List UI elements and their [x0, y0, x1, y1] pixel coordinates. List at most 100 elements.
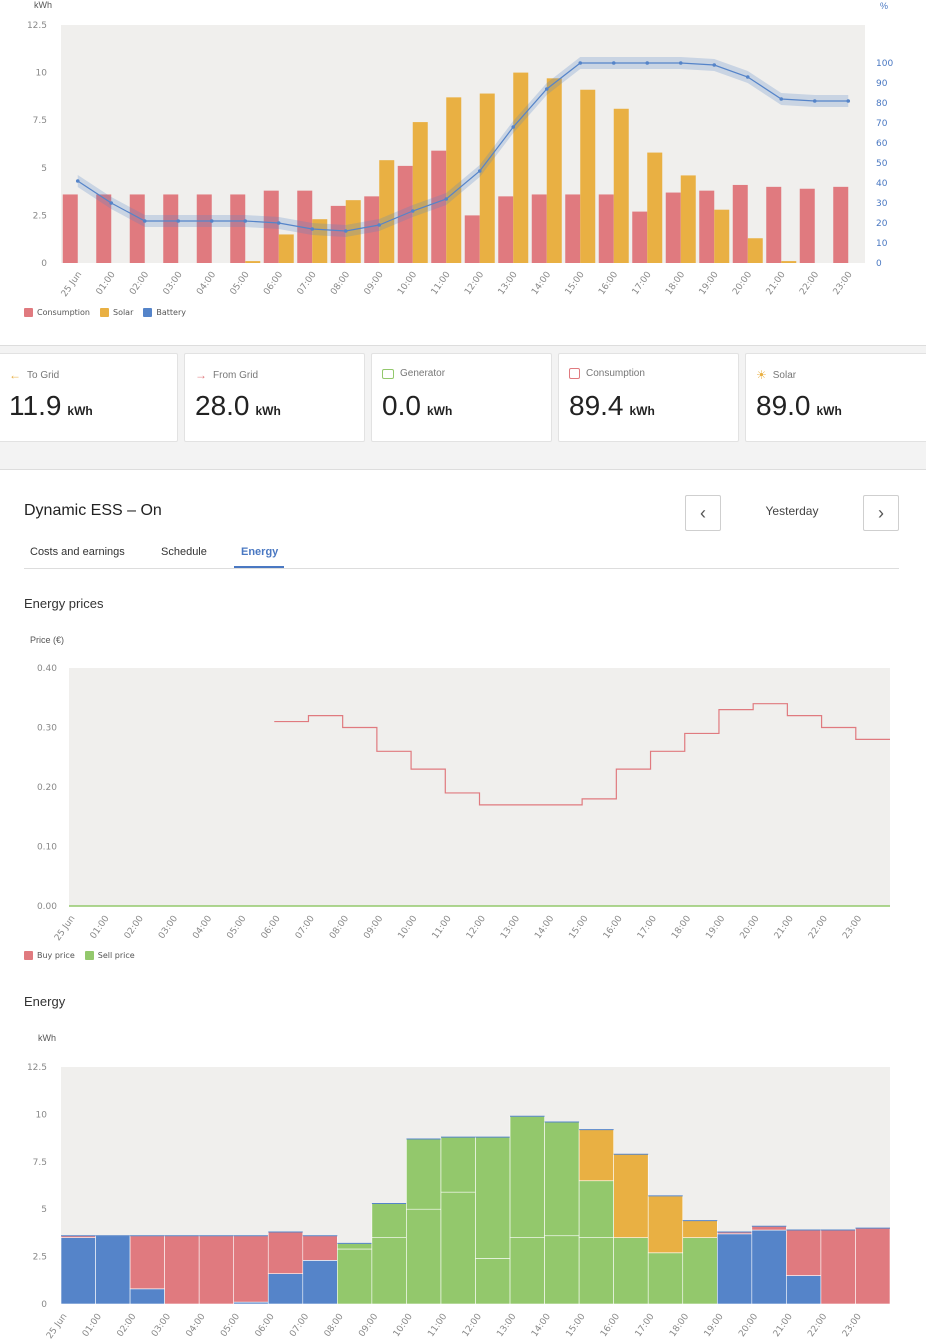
stat-card-solar[interactable]: ☀ Solar 89.0 kWh	[745, 353, 926, 442]
consumption-bar	[565, 194, 581, 263]
ess-title: Dynamic ESS – On	[24, 502, 162, 519]
battery-point	[544, 87, 549, 91]
energy-segment	[440, 1191, 476, 1305]
x-tick-label: 06:00	[254, 1312, 277, 1339]
battery-point	[779, 97, 784, 101]
tab-costs-and-earnings[interactable]: Costs and earnings	[30, 546, 125, 558]
consumption-bar	[766, 186, 782, 263]
legend-swatch-consumption	[24, 308, 33, 317]
stat-title: Consumption	[569, 368, 645, 379]
x-tick-label: 04:00	[195, 270, 218, 297]
previous-day-button[interactable]: ‹	[685, 495, 721, 531]
battery-point	[444, 197, 449, 201]
y-tick-label: 5	[41, 1205, 47, 1215]
solar-bar	[412, 122, 428, 263]
y-tick-label: 7.5	[33, 116, 47, 126]
buy-price-line	[274, 703, 890, 806]
energy-segment	[578, 1129, 614, 1182]
x-tick-label: 05:00	[225, 914, 248, 941]
x-tick-label: 15:00	[565, 1312, 588, 1339]
x-tick-label: 17:00	[636, 914, 659, 941]
prices-legend: Buy price Sell price	[24, 951, 135, 960]
solar-bar	[513, 72, 529, 263]
x-tick-label: 01:00	[89, 914, 112, 941]
x-tick-label: 10:00	[396, 914, 419, 941]
x-tick-label: 20:00	[739, 914, 762, 941]
battery-point	[377, 223, 382, 227]
x-tick-label: 09:00	[363, 270, 386, 297]
legend-buy-price[interactable]: Buy price	[24, 951, 75, 960]
energy-segment	[855, 1227, 891, 1305]
stat-card-from-grid[interactable]: → From Grid 28.0 kWh	[184, 353, 365, 442]
energy-segment	[544, 1235, 580, 1305]
legend-consumption[interactable]: Consumption	[24, 308, 90, 317]
legend-swatch-solar	[99, 308, 109, 317]
stat-value: 28.0 kWh	[195, 390, 281, 422]
x-tick-label: 14:00	[530, 270, 553, 297]
x-tick-label: 06:00	[260, 914, 283, 941]
y2-tick-label: 100	[876, 59, 893, 69]
y2-tick-label: 10	[876, 239, 888, 249]
arrow-right-icon: →	[195, 368, 207, 382]
tab-schedule[interactable]: Schedule	[161, 546, 207, 558]
x-tick-label: 03:00	[150, 1312, 173, 1339]
x-tick-label: 13:00	[497, 270, 520, 297]
tab-energy[interactable]: Energy	[241, 546, 279, 558]
x-tick-label: 11:00	[430, 270, 453, 297]
x-tick-label: 13:00	[499, 914, 522, 941]
battery-point	[310, 227, 315, 231]
consumption-bar	[632, 211, 648, 263]
energy-segment	[267, 1231, 304, 1274]
stat-title: ← To Grid	[9, 368, 59, 382]
battery-point	[578, 61, 583, 65]
x-tick-label: 22:00	[806, 1312, 829, 1339]
x-tick-label: 17:00	[631, 270, 654, 297]
energy-segment	[406, 1138, 442, 1210]
energy-y-unit: kWh	[38, 1033, 56, 1043]
y-tick-label: 0.00	[37, 902, 57, 912]
stat-value-number: 89.0	[756, 390, 811, 421]
solar-bar	[546, 78, 562, 263]
consumption-bar	[531, 194, 547, 263]
price-y-unit: Price (€)	[30, 635, 65, 645]
y2-tick-label: 50	[876, 159, 888, 169]
battery-point	[410, 209, 415, 213]
legend-battery[interactable]: Battery	[143, 308, 186, 317]
legend-sell-price[interactable]: Sell price	[84, 951, 135, 960]
y2-tick-label: 60	[876, 139, 888, 149]
x-tick-label: 04:00	[185, 1312, 208, 1339]
stat-card-consumption[interactable]: Consumption 89.4 kWh	[558, 353, 739, 442]
x-tick-label: 21:00	[772, 1312, 795, 1339]
battery-point	[812, 99, 817, 103]
energy-segment	[544, 1121, 580, 1237]
x-tick-label: 22:00	[807, 914, 830, 941]
stat-value-number: 89.4	[569, 390, 624, 421]
stat-title-text: Consumption	[586, 368, 645, 379]
stat-title-text: Generator	[400, 368, 446, 379]
stat-card-to-grid[interactable]: ← To Grid 11.9 kWh	[0, 353, 178, 442]
x-tick-label: 07:00	[288, 1312, 311, 1339]
energy-segment	[509, 1237, 545, 1305]
stat-card-generator[interactable]: Generator 0.0 kWh	[371, 353, 552, 442]
legend-solar[interactable]: Solar	[99, 308, 133, 317]
y2-tick-label: 40	[876, 179, 888, 189]
stat-value-number: 28.0	[195, 390, 250, 421]
consumption-bar	[732, 184, 748, 263]
consumption-bar	[464, 215, 480, 263]
active-tab-indicator	[234, 566, 284, 568]
next-day-button[interactable]: ›	[863, 495, 899, 531]
y-tick-label: 0.40	[37, 664, 57, 674]
consumption-bar	[431, 150, 447, 263]
y-tick-label: 12.5	[27, 1063, 47, 1073]
energy-segment	[302, 1235, 338, 1261]
energy-segment	[233, 1235, 269, 1303]
consumption-bar	[129, 194, 145, 263]
legend-swatch-sell	[84, 951, 94, 960]
y2-tick-label: 80	[876, 99, 888, 109]
legend-label: Buy price	[37, 951, 75, 960]
solar-bar	[345, 200, 361, 263]
solar-bar	[647, 152, 663, 263]
consumption-bar	[598, 194, 614, 263]
battery-point	[209, 219, 214, 223]
battery-point	[109, 201, 114, 205]
